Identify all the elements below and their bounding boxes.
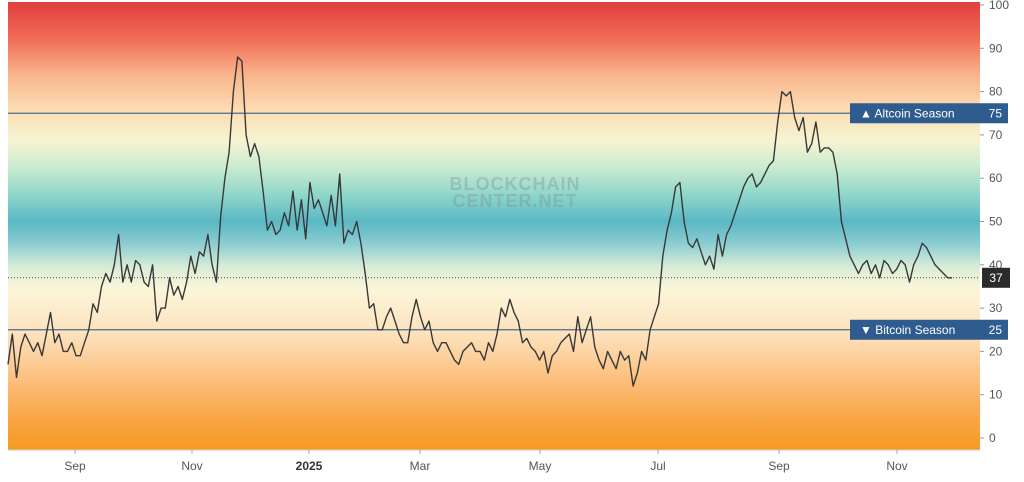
y-tick-label: 80 [989,85,1003,99]
y-tick-label: 60 [989,171,1003,185]
current-value-badge-label: 37 [989,271,1003,285]
x-tick-label: Nov [886,459,907,473]
current-value-badge-bg [982,267,1010,288]
x-tick-label: Jul [650,459,665,473]
heat-gradient-background [8,2,980,450]
x-tick-label: Sep [64,459,86,473]
threshold-badge [850,103,1008,124]
x-tick-label: Nov [181,459,202,473]
watermark-line-1: BLOCKCHAIN [450,174,581,194]
watermark: BLOCKCHAIN CENTER.NET [450,174,581,211]
threshold-lines [8,112,980,331]
y-tick-label: 10 [989,388,1003,402]
threshold-badges: ▲ Altcoin Season 75 ▼ Bitcoin Season 25 [850,103,1008,340]
y-tick-label: 100 [989,0,1009,12]
y-tick-label: 70 [989,128,1003,142]
x-tick-label: 2025 [296,459,323,473]
y-tick-label: 50 [989,215,1003,229]
x-tick-label: May [529,459,552,473]
series-line-altcoin-index [7,56,952,387]
current-value-badge: 37 [982,267,1010,288]
threshold-badge-label: ▼ Bitcoin Season [860,323,955,337]
x-tick-label: Sep [768,459,790,473]
x-tick-label: Mar [410,459,431,473]
watermark-line-2: CENTER.NET [452,191,577,211]
threshold-badge [850,319,1008,340]
threshold-badge-value: 75 [989,106,1003,120]
y-tick-label: 20 [989,344,1003,358]
x-axis-ticks: Sep Nov 2025 Mar May Jul Sep Nov [64,450,908,473]
threshold-badge-label: ▲ Altcoin Season [860,106,955,120]
y-tick-label: 0 [989,431,996,445]
threshold-badge-value: 25 [989,323,1003,337]
y-tick-label: 90 [989,41,1003,55]
y-tick-label: 30 [989,301,1003,315]
